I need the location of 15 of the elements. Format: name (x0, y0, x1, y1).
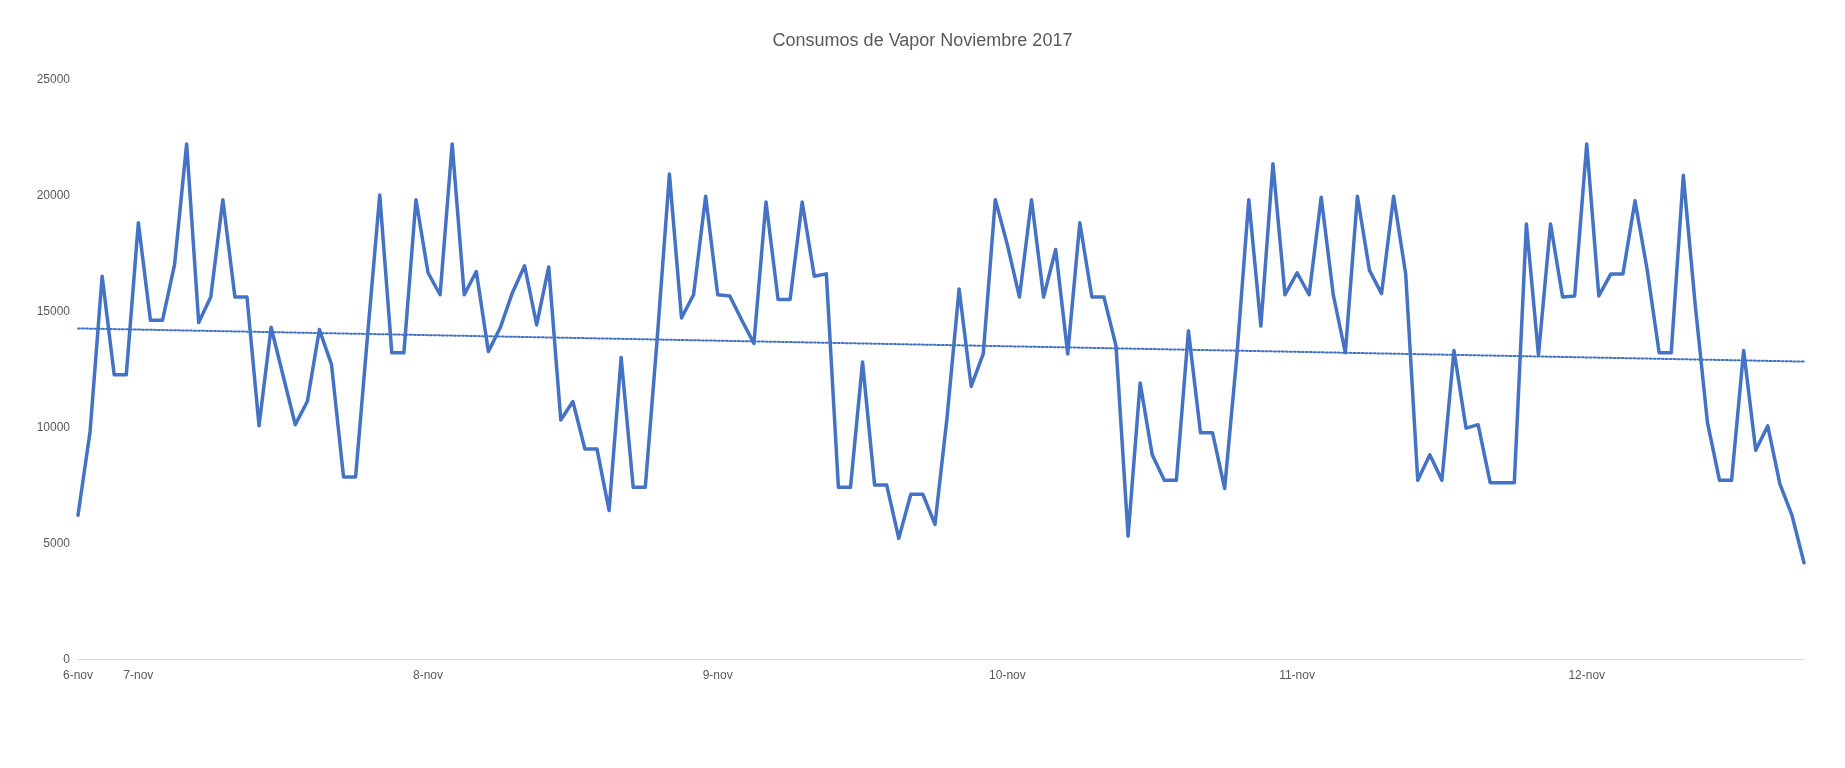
x-tick-label: 8-nov (413, 668, 444, 682)
x-tick-label: 10-nov (989, 668, 1026, 682)
y-tick-label: 15000 (36, 304, 71, 318)
y-tick-label: 0 (63, 652, 71, 666)
x-tick-label: 9-nov (702, 668, 733, 682)
y-tick-label: 25000 (36, 72, 71, 86)
y-tick-label: 10000 (36, 420, 71, 434)
x-tick-label: 11-nov (1279, 668, 1315, 682)
chart-title: Consumos de Vapor Noviembre 2017 (772, 30, 1073, 50)
line-series (76, 142, 1806, 565)
x-tick-label: 6-nov (62, 668, 94, 682)
y-tick-label: 20000 (36, 188, 71, 202)
x-tick-label: 7-nov (123, 668, 154, 682)
x-tick-label: 12-nov (1568, 668, 1606, 682)
y-tick-label: 5000 (43, 536, 71, 550)
